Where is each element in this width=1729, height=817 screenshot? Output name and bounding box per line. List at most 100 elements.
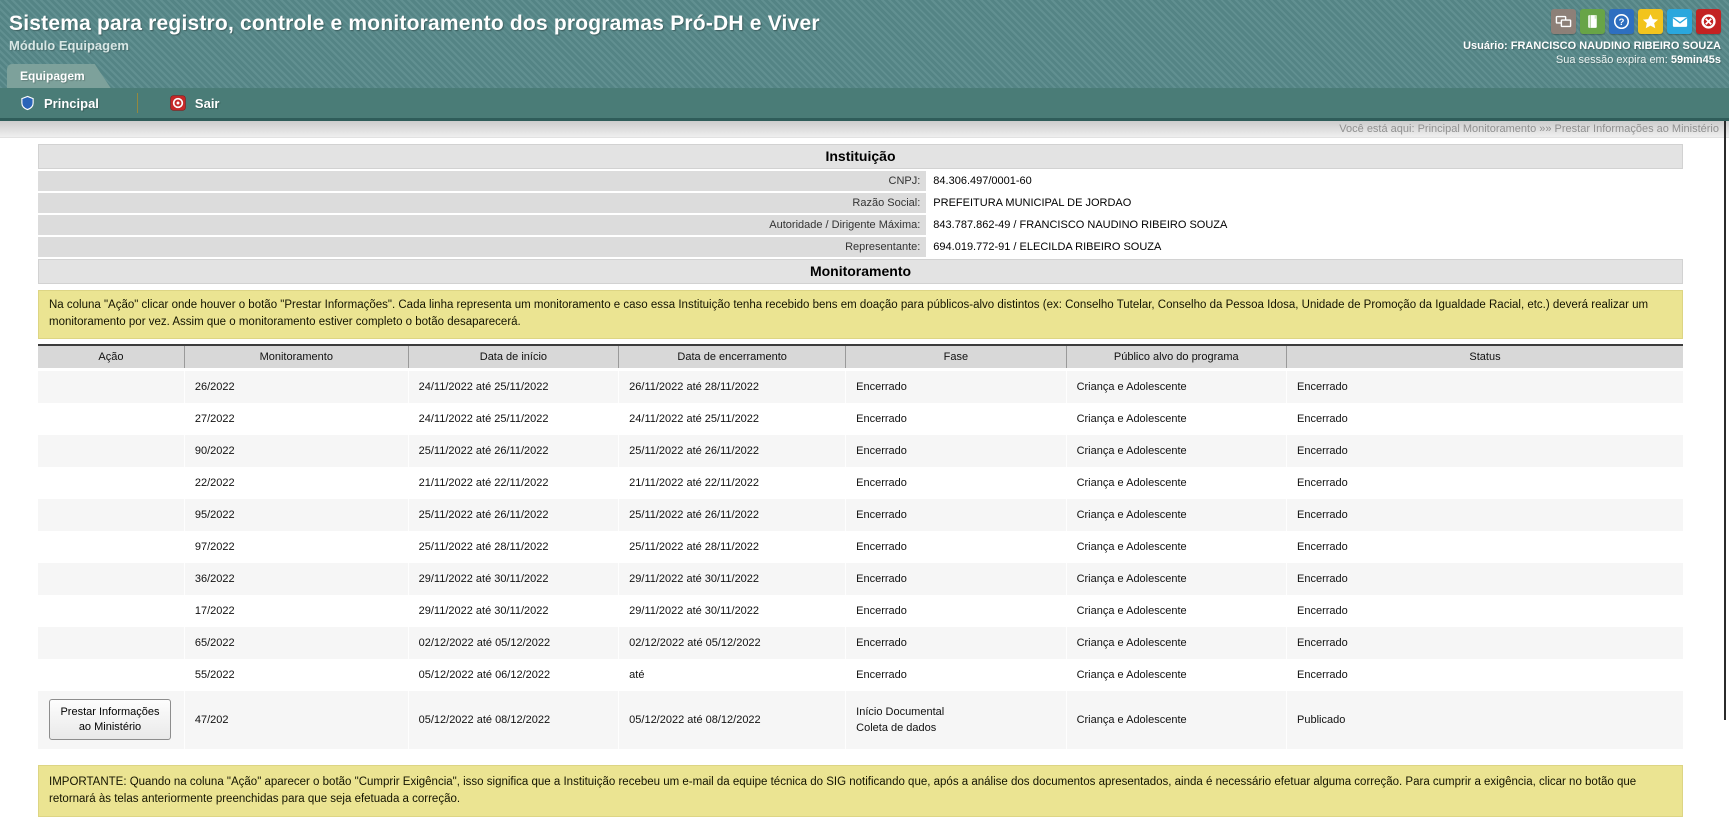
cell-status: Encerrado (1287, 403, 1684, 435)
cell-data-encerramento: 25/11/2022 até 26/11/2022 (619, 435, 846, 467)
column-header: Data de início (408, 345, 619, 370)
cell-data-inicio: 25/11/2022 até 28/11/2022 (408, 531, 619, 563)
field-value: PREFEITURA MUNICIPAL DE JORDAO (926, 193, 1683, 213)
menu-item-sair[interactable]: Sair (164, 95, 226, 111)
menu-item-label: Sair (195, 96, 220, 111)
menu-item-principal[interactable]: Principal (14, 95, 105, 111)
header-right-panel: ? Usuário: FRANCISCO NAUDINO RIBEIRO SOU… (1463, 9, 1721, 66)
cell-acao (38, 467, 184, 499)
instruction-note: Na coluna "Ação" clicar onde houver o bo… (38, 290, 1683, 339)
cell-monitoramento: 27/2022 (184, 403, 408, 435)
cell-publico-alvo: Criança e Adolescente (1066, 467, 1286, 499)
cell-status: Encerrado (1287, 595, 1684, 627)
cell-status: Encerrado (1287, 369, 1684, 403)
cell-status: Encerrado (1287, 499, 1684, 531)
cell-data-encerramento: 25/11/2022 até 26/11/2022 (619, 499, 846, 531)
cell-data-inicio: 02/12/2022 até 05/12/2022 (408, 627, 619, 659)
field-value: 84.306.497/0001-60 (926, 171, 1683, 191)
session-expiry: Sua sessão expira em: 59min45s (1463, 54, 1721, 66)
cell-monitoramento: 95/2022 (184, 499, 408, 531)
cell-publico-alvo: Criança e Adolescente (1066, 659, 1286, 691)
cell-fase: Encerrado (846, 563, 1066, 595)
cell-publico-alvo: Criança e Adolescente (1066, 403, 1286, 435)
menu-divider (137, 93, 138, 113)
session-expiry-label: Sua sessão expira em: (1556, 54, 1668, 66)
cell-fase: Encerrado (846, 531, 1066, 563)
cell-status: Encerrado (1287, 659, 1684, 691)
cell-monitoramento: 26/2022 (184, 369, 408, 403)
cell-data-inicio: 24/11/2022 até 25/11/2022 (408, 369, 619, 403)
column-header: Ação (38, 345, 184, 370)
breadcrumb-bar: Você está aqui: Principal Monitoramento … (0, 121, 1729, 138)
app-header: Sistema para registro, controle e monito… (0, 0, 1729, 88)
exit-icon[interactable] (1696, 9, 1721, 34)
cell-acao (38, 627, 184, 659)
column-header: Status (1287, 345, 1684, 370)
cell-data-encerramento: 29/11/2022 até 30/11/2022 (619, 595, 846, 627)
cell-monitoramento: 36/2022 (184, 563, 408, 595)
column-header: Monitoramento (184, 345, 408, 370)
cell-data-encerramento: 26/11/2022 até 28/11/2022 (619, 369, 846, 403)
star-icon[interactable] (1638, 9, 1663, 34)
cell-fase: Encerrado (846, 627, 1066, 659)
cell-publico-alvo: Criança e Adolescente (1066, 563, 1286, 595)
cell-data-encerramento: 24/11/2022 até 25/11/2022 (619, 403, 846, 435)
fase-line: Encerrado (856, 445, 1057, 457)
help-icon[interactable]: ? (1609, 9, 1634, 34)
cell-data-encerramento: 29/11/2022 até 30/11/2022 (619, 563, 846, 595)
field-value: 843.787.862-49 / FRANCISCO NAUDINO RIBEI… (926, 215, 1683, 235)
cell-publico-alvo: Criança e Adolescente (1066, 627, 1286, 659)
field-label: Autoridade / Dirigente Máxima: (38, 215, 926, 235)
mail-icon[interactable] (1667, 9, 1692, 34)
cell-publico-alvo: Criança e Adolescente (1066, 499, 1286, 531)
session-expiry-time: 59min45s (1671, 54, 1721, 66)
cell-acao (38, 531, 184, 563)
window-right-edge (1724, 121, 1726, 720)
cell-fase: Encerrado (846, 595, 1066, 627)
fase-line: Encerrado (856, 669, 1057, 681)
fase-line: Encerrado (856, 509, 1057, 521)
fase-line: Encerrado (856, 637, 1057, 649)
cell-status: Encerrado (1287, 435, 1684, 467)
screen-icon[interactable] (1551, 9, 1576, 34)
cell-acao (38, 595, 184, 627)
field-value: 694.019.772-91 / ELECILDA RIBEIRO SOUZA (926, 237, 1683, 257)
cell-data-encerramento: 21/11/2022 até 22/11/2022 (619, 467, 846, 499)
institution-title: Instituição (38, 144, 1683, 169)
cell-data-encerramento: 25/11/2022 até 28/11/2022 (619, 531, 846, 563)
cell-data-encerramento: até (619, 659, 846, 691)
cell-fase: Encerrado (846, 369, 1066, 403)
breadcrumb: Você está aqui: Principal Monitoramento … (1339, 123, 1719, 135)
column-header: Fase (846, 345, 1066, 370)
user-label: Usuário: FRANCISCO NAUDINO RIBEIRO SOUZA (1463, 40, 1721, 52)
field-label: Razão Social: (38, 193, 926, 213)
cell-data-inicio: 25/11/2022 até 26/11/2022 (408, 499, 619, 531)
cell-status: Encerrado (1287, 627, 1684, 659)
monitoring-title: Monitoramento (38, 259, 1683, 284)
tab-equipagem[interactable]: Equipagem (7, 64, 111, 88)
cell-status: Encerrado (1287, 467, 1684, 499)
shield-icon (20, 95, 35, 111)
fase-line: Encerrado (856, 573, 1057, 585)
cell-status: Encerrado (1287, 563, 1684, 595)
cell-publico-alvo: Criança e Adolescente (1066, 369, 1286, 403)
cell-acao (38, 659, 184, 691)
cell-data-inicio: 29/11/2022 até 30/11/2022 (408, 595, 619, 627)
cell-fase: Encerrado (846, 435, 1066, 467)
cell-acao (38, 563, 184, 595)
logout-icon (170, 95, 186, 111)
book-icon[interactable] (1580, 9, 1605, 34)
cell-status: Encerrado (1287, 531, 1684, 563)
fase-line: Encerrado (856, 413, 1057, 425)
menu-bar: Principal Sair (0, 88, 1729, 121)
fase-line: Início Documental (856, 706, 1057, 718)
header-icon-row: ? (1463, 9, 1721, 34)
column-header: Data de encerramento (619, 345, 846, 370)
